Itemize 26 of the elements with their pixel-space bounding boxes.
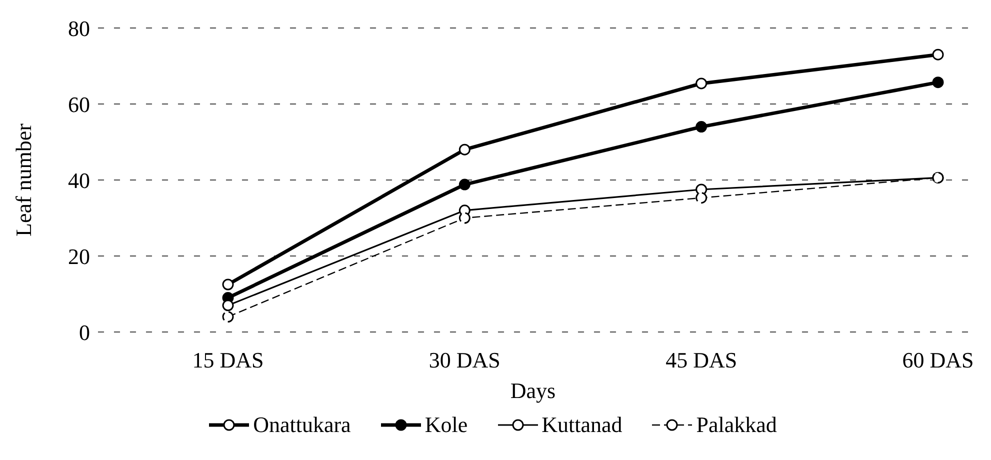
y-tick-label: 0: [79, 320, 90, 345]
point: [458, 178, 470, 190]
y-tick-label: 80: [68, 16, 90, 41]
point: [458, 144, 470, 156]
y-tick-label: 40: [68, 168, 90, 193]
point: [932, 48, 944, 60]
point: [696, 192, 708, 204]
point: [696, 78, 708, 90]
x-tick-label: 30 DAS: [428, 348, 500, 373]
x-tick-label: 45 DAS: [666, 348, 738, 373]
legend-label: Kole: [424, 412, 468, 438]
point: [222, 300, 234, 312]
x-tick-label: 60 DAS: [902, 348, 974, 373]
y-tick-label: 60: [68, 92, 90, 117]
point: [222, 311, 234, 323]
point: [222, 278, 234, 290]
y-tick-label: 20: [68, 244, 90, 269]
y-axis-title: Leaf number: [10, 122, 36, 236]
legend-label: Onattukara: [252, 412, 351, 438]
point: [696, 121, 708, 133]
x-tick-label: 15 DAS: [192, 348, 264, 373]
legend-label: Palakkad: [695, 412, 777, 438]
point: [932, 76, 944, 88]
point: [458, 212, 470, 224]
x-axis-title: Days: [510, 378, 556, 403]
legend-label: Kuttanad: [540, 412, 622, 438]
